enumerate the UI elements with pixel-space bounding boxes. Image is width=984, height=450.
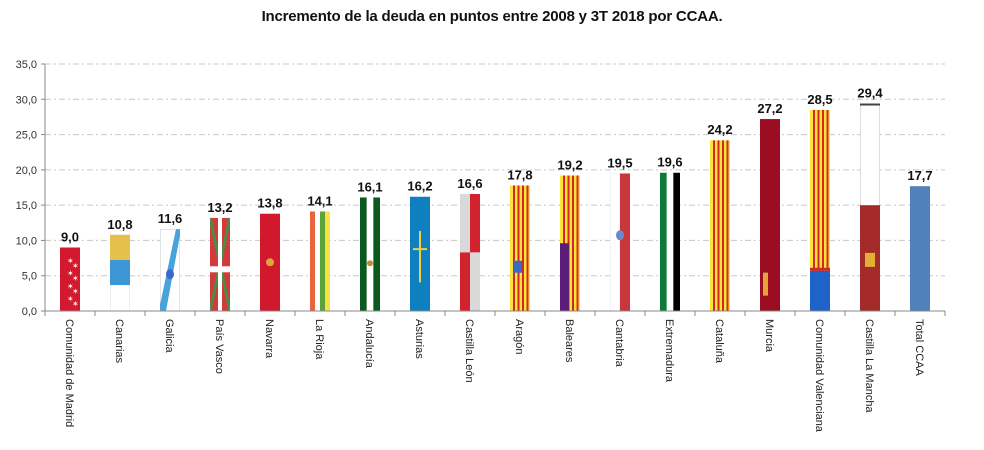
x-tick-label: Murcia: [763, 319, 775, 353]
x-tick-label: La Rioja: [313, 319, 325, 360]
data-label: 9,0: [61, 229, 79, 244]
bar-castilla-leon: [460, 193, 480, 311]
bar-extremadura: [660, 172, 680, 311]
bar-total-ccaa: [910, 186, 930, 311]
data-label: 28,5: [807, 92, 832, 107]
bar-cantabria: [610, 173, 630, 311]
x-axis: Comunidad de Madrid Canarias Galicia País V…: [44, 310, 946, 433]
svg-text:✶: ✶: [72, 261, 79, 270]
bar-baleares: [560, 175, 580, 311]
data-label: 14,1: [307, 193, 332, 208]
x-tick-label: Cataluña: [713, 319, 725, 364]
x-tick-label: Navarra: [263, 319, 275, 359]
svg-text:✶: ✶: [72, 274, 79, 283]
svg-text:✶: ✶: [67, 294, 74, 303]
bar-comunidad-valenciana: [810, 109, 830, 311]
y-axis: 0,0 5,0 10,0 15,0 20,0 25,0 30,0 35,0: [16, 59, 46, 318]
bar-pais-vasco: [210, 217, 230, 312]
bar-cataluna: [710, 140, 730, 311]
bar-castilla-la-mancha: [860, 103, 880, 311]
bar-la-rioja: [310, 211, 330, 311]
x-tick-label: Extremadura: [663, 319, 675, 383]
x-tick-label: Asturias: [413, 319, 425, 359]
data-label: 16,2: [407, 179, 432, 194]
data-label: 10,8: [107, 217, 132, 232]
chart-title: Incremento de la deuda en puntos entre 2…: [261, 8, 723, 25]
x-tick-label: Cantabria: [613, 319, 625, 368]
bar-navarra: [260, 213, 280, 311]
x-tick-label: Comunidad Valenciana: [813, 319, 825, 433]
bars: ✶✶✶✶✶✶✶✶9,010,8 11,613,2 13,8 14,116,1 16,2 1…: [60, 86, 933, 312]
data-label: 17,7: [907, 168, 932, 183]
data-label: 29,4: [857, 86, 883, 101]
svg-text:✶: ✶: [72, 299, 79, 308]
data-label: 16,6: [457, 176, 482, 191]
data-label: 13,2: [207, 200, 232, 215]
data-label: 19,5: [607, 155, 632, 170]
svg-text:✶: ✶: [67, 282, 74, 291]
x-tick-label: País Vasco: [213, 319, 225, 374]
x-tick-label: Baleares: [563, 319, 575, 363]
x-tick-label: Castilla León: [463, 319, 475, 383]
data-label: 24,2: [707, 122, 732, 137]
x-tick-label: Castilla La Mancha: [863, 319, 875, 413]
y-tick-label: 30,0: [16, 94, 37, 106]
data-label: 11,6: [158, 211, 183, 226]
y-tick-label: 0,0: [22, 306, 37, 318]
data-label: 19,2: [557, 158, 582, 173]
bar-asturias: [410, 196, 430, 311]
bar-murcia: [760, 119, 780, 311]
y-tick-label: 20,0: [16, 165, 37, 177]
x-tick-label: Andalucía: [363, 319, 375, 369]
x-tick-label: Galicia: [163, 319, 175, 354]
y-tick-label: 5,0: [22, 271, 37, 283]
y-tick-label: 25,0: [16, 130, 37, 142]
data-label: 19,6: [657, 155, 682, 170]
svg-text:✶: ✶: [67, 256, 74, 265]
x-tick-label: Comunidad de Madrid: [63, 319, 75, 427]
data-label: 13,8: [257, 196, 282, 211]
y-tick-label: 10,0: [16, 235, 37, 247]
data-label: 16,1: [357, 179, 382, 194]
data-label: 17,8: [507, 167, 532, 182]
x-tick-label: Aragón: [513, 319, 525, 354]
svg-text:✶: ✶: [72, 287, 79, 296]
gridlines: [45, 63, 945, 277]
y-tick-label: 35,0: [16, 59, 37, 71]
x-tick-label: Canarias: [113, 319, 125, 364]
bar-galicia: [160, 229, 180, 311]
y-tick-label: 15,0: [16, 200, 37, 212]
bar-madrid: ✶✶✶✶✶✶✶✶: [60, 247, 80, 311]
bar-canarias: [110, 234, 130, 311]
svg-text:✶: ✶: [67, 269, 74, 278]
data-label: 27,2: [757, 101, 782, 116]
bar-aragon: [510, 185, 530, 311]
bar-andalucia: [360, 197, 380, 311]
x-tick-label: Total CCAA: [913, 319, 925, 377]
